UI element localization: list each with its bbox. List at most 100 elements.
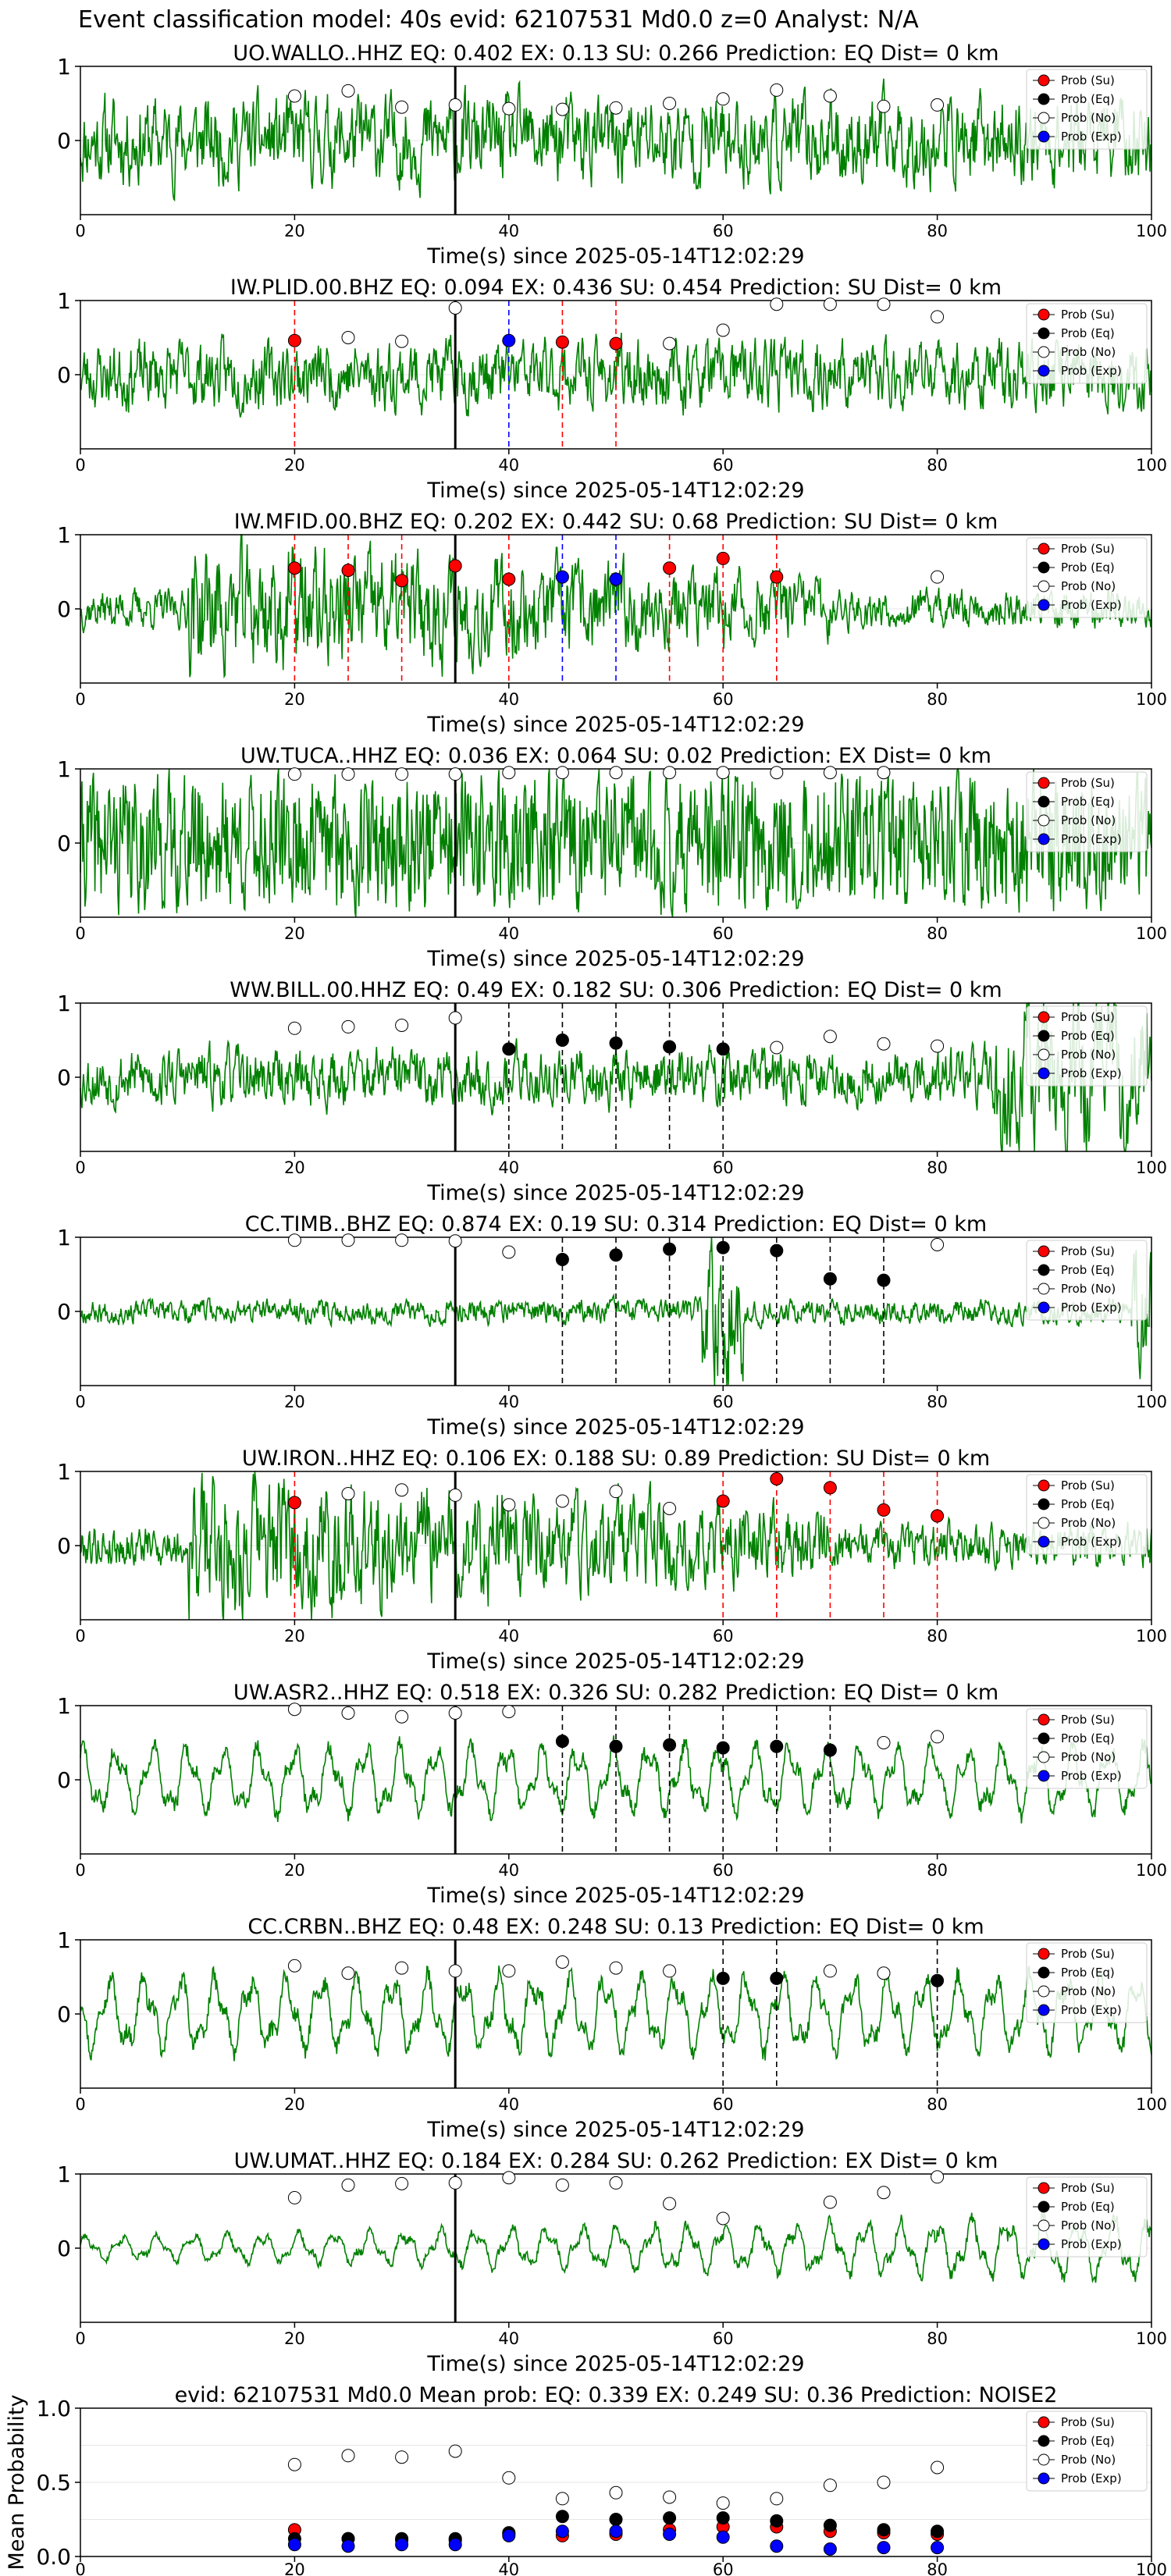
figure-title: Event classification model: 40s evid: 62… [78, 6, 919, 34]
probability-point [931, 2170, 945, 2184]
x-tick-label: 0 [75, 1158, 85, 1177]
probability-point [448, 2176, 462, 2190]
legend-entry-label: Prob (Su) [1061, 1947, 1115, 1961]
x-tick-label: 80 [927, 222, 948, 240]
x-tick-label: 40 [498, 690, 519, 709]
probability-point [770, 1971, 784, 1985]
mean-probability-point [609, 2485, 623, 2500]
legend-entry-label: Prob (Su) [1061, 1010, 1115, 1024]
legend-entry-label: Prob (Eq) [1061, 1966, 1115, 1980]
legend-entry-label: Prob (Eq) [1061, 1497, 1115, 1511]
x-tick-label: 0 [75, 456, 85, 475]
probability-point [555, 102, 569, 116]
probability-point [716, 323, 730, 337]
probability-point [770, 83, 784, 97]
y-tick-label: 1 [57, 522, 71, 548]
panel-title: IW.PLID.00.BHZ EQ: 0.094 EX: 0.436 SU: 0… [230, 276, 1002, 300]
legend-entry-label: Prob (Eq) [1061, 1263, 1115, 1277]
x-tick-label: 0 [75, 924, 85, 943]
legend-entry-label: Prob (Exp) [1061, 130, 1122, 144]
panel-title: UW.UMAT..HHZ EQ: 0.184 EX: 0.284 SU: 0.2… [234, 2149, 998, 2173]
probability-point [395, 2176, 409, 2190]
probability-point [716, 92, 730, 106]
probability-point [663, 1040, 677, 1054]
x-axis-label: Time(s) since 2025-05-14T12:02:29 [426, 1181, 804, 1205]
probability-point [770, 1041, 784, 1055]
x-tick-label: 20 [284, 690, 305, 709]
x-axis-label: Time(s) since 2025-05-14T12:02:29 [426, 2352, 804, 2376]
probability-point [770, 1244, 784, 1258]
probability-point [555, 1494, 569, 1508]
mean-probability-point [555, 2510, 569, 2524]
waveform-trace [80, 1236, 1152, 1386]
y-axis-label: Mean Probability [5, 2395, 29, 2571]
waveform-panel: CC.CRBN..BHZ EQ: 0.48 EX: 0.248 SU: 0.13… [57, 1915, 1167, 2142]
mean-probability-point [555, 2524, 569, 2539]
x-tick-label: 40 [498, 1393, 519, 1411]
legend-marker [1038, 2004, 1050, 2016]
probability-point [663, 766, 677, 780]
legend-entry-label: Prob (No) [1061, 2453, 1116, 2467]
probability-point [287, 333, 301, 347]
probability-point [555, 766, 569, 780]
legend-marker [1038, 1067, 1050, 1080]
mean-probability-point [395, 2538, 409, 2552]
legend-entry-label: Prob (Exp) [1061, 2471, 1122, 2485]
x-tick-label: 40 [498, 1158, 519, 1177]
probability-point [877, 1273, 891, 1287]
probability-point [341, 331, 355, 344]
legend-marker [1038, 2472, 1050, 2485]
legend-marker [1038, 833, 1050, 845]
x-tick-label: 0 [75, 222, 85, 240]
legend-box [1026, 1708, 1148, 1789]
probability-point [287, 1233, 301, 1247]
x-tick-label: 60 [713, 2560, 734, 2576]
legend-marker [1038, 795, 1050, 808]
probability-point [502, 1042, 516, 1056]
probability-point [287, 767, 301, 781]
mean-probability-point [931, 2541, 945, 2555]
y-tick-label: 1 [57, 1225, 71, 1251]
probability-point [770, 1472, 784, 1485]
probability-point [555, 1955, 569, 1969]
x-tick-label: 60 [713, 222, 734, 240]
mean-probability-point [877, 2523, 891, 2537]
mean-probability-point [823, 2478, 837, 2492]
probability-point [716, 1042, 730, 1056]
legend-marker [1038, 1498, 1050, 1510]
legend-marker [1038, 1985, 1050, 1998]
legend-marker [1038, 74, 1050, 87]
y-tick-label: 1 [57, 2161, 71, 2187]
probability-point [395, 334, 409, 348]
x-tick-label: 60 [713, 2329, 734, 2348]
mean-probability-point [716, 2496, 730, 2510]
probability-point [931, 1238, 945, 1251]
legend-box [1026, 1942, 1148, 2023]
mean-probability-point [663, 2511, 677, 2525]
legend-entry-label: Prob (Exp) [1061, 364, 1122, 378]
legend-entry-label: Prob (No) [1061, 345, 1116, 359]
probability-point [609, 1961, 623, 1975]
probability-point [663, 1242, 677, 1256]
x-tick-label: 0 [75, 1861, 85, 1880]
probability-point [877, 1966, 891, 1980]
legend-entry-label: Prob (No) [1061, 813, 1116, 827]
probability-point [341, 1966, 355, 1980]
legend-box [1026, 1005, 1148, 1087]
y-tick-label: 1.0 [36, 2396, 71, 2421]
probability-point [823, 89, 837, 103]
legend-entry-label: Prob (Su) [1061, 308, 1115, 322]
probability-point [287, 1496, 301, 1510]
x-tick-label: 100 [1136, 924, 1167, 943]
x-tick-label: 0 [75, 1627, 85, 1646]
probability-point [823, 1272, 837, 1286]
probability-point [448, 1964, 462, 1978]
probability-point [395, 1483, 409, 1497]
legend-marker [1038, 2453, 1050, 2466]
legend-marker [1038, 327, 1050, 340]
x-axis-label: Time(s) since 2025-05-14T12:02:29 [426, 479, 804, 503]
x-tick-label: 80 [927, 1158, 948, 1177]
probability-point [341, 1019, 355, 1034]
legend-entry-label: Prob (Exp) [1061, 1769, 1122, 1783]
y-tick-label: 1 [57, 54, 71, 80]
